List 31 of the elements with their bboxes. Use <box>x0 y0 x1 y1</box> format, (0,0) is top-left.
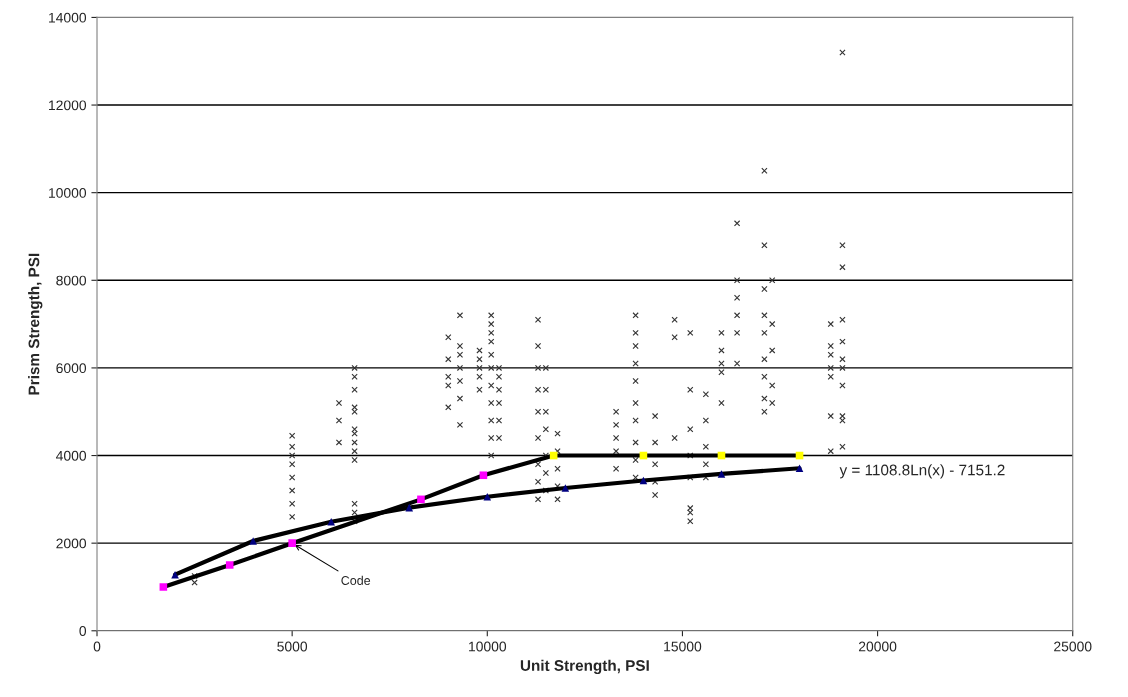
point <box>225 561 234 569</box>
x-tick-label: 20000 <box>858 641 897 652</box>
x-tick-label: 25000 <box>1054 641 1092 652</box>
point <box>561 484 570 492</box>
y-tick-label: 2000 <box>56 538 87 549</box>
point <box>717 470 726 478</box>
y-tick-label: 6000 <box>56 363 87 374</box>
point <box>288 539 296 547</box>
x-tick-label: 5000 <box>277 641 308 652</box>
y-tick-label: 8000 <box>56 275 87 286</box>
annotation: Code <box>341 575 371 585</box>
point <box>249 537 257 545</box>
point <box>795 464 804 473</box>
point <box>417 495 425 504</box>
y-tick-label: 0 <box>79 626 87 636</box>
x-tick-label: 10000 <box>469 641 507 652</box>
x-tick-label: 0 <box>93 641 101 652</box>
y-tick-label: 14000 <box>49 12 87 23</box>
y-tick-label: 12000 <box>49 100 87 111</box>
x-axis-title: Unit Strength, PSI <box>520 659 649 675</box>
point <box>479 471 488 480</box>
y-axis-title: Prism Strength, PSI <box>28 253 43 395</box>
y-tick-label: 10000 <box>49 188 87 198</box>
point <box>159 583 168 591</box>
point <box>639 476 648 485</box>
point <box>405 503 414 512</box>
point <box>171 570 179 579</box>
annotation: y = 1108.8Ln(x) - 7151.2 <box>839 464 1005 479</box>
point <box>483 492 492 501</box>
x-tick-label: 15000 <box>664 641 702 652</box>
y-tick-label: 4000 <box>56 450 87 461</box>
